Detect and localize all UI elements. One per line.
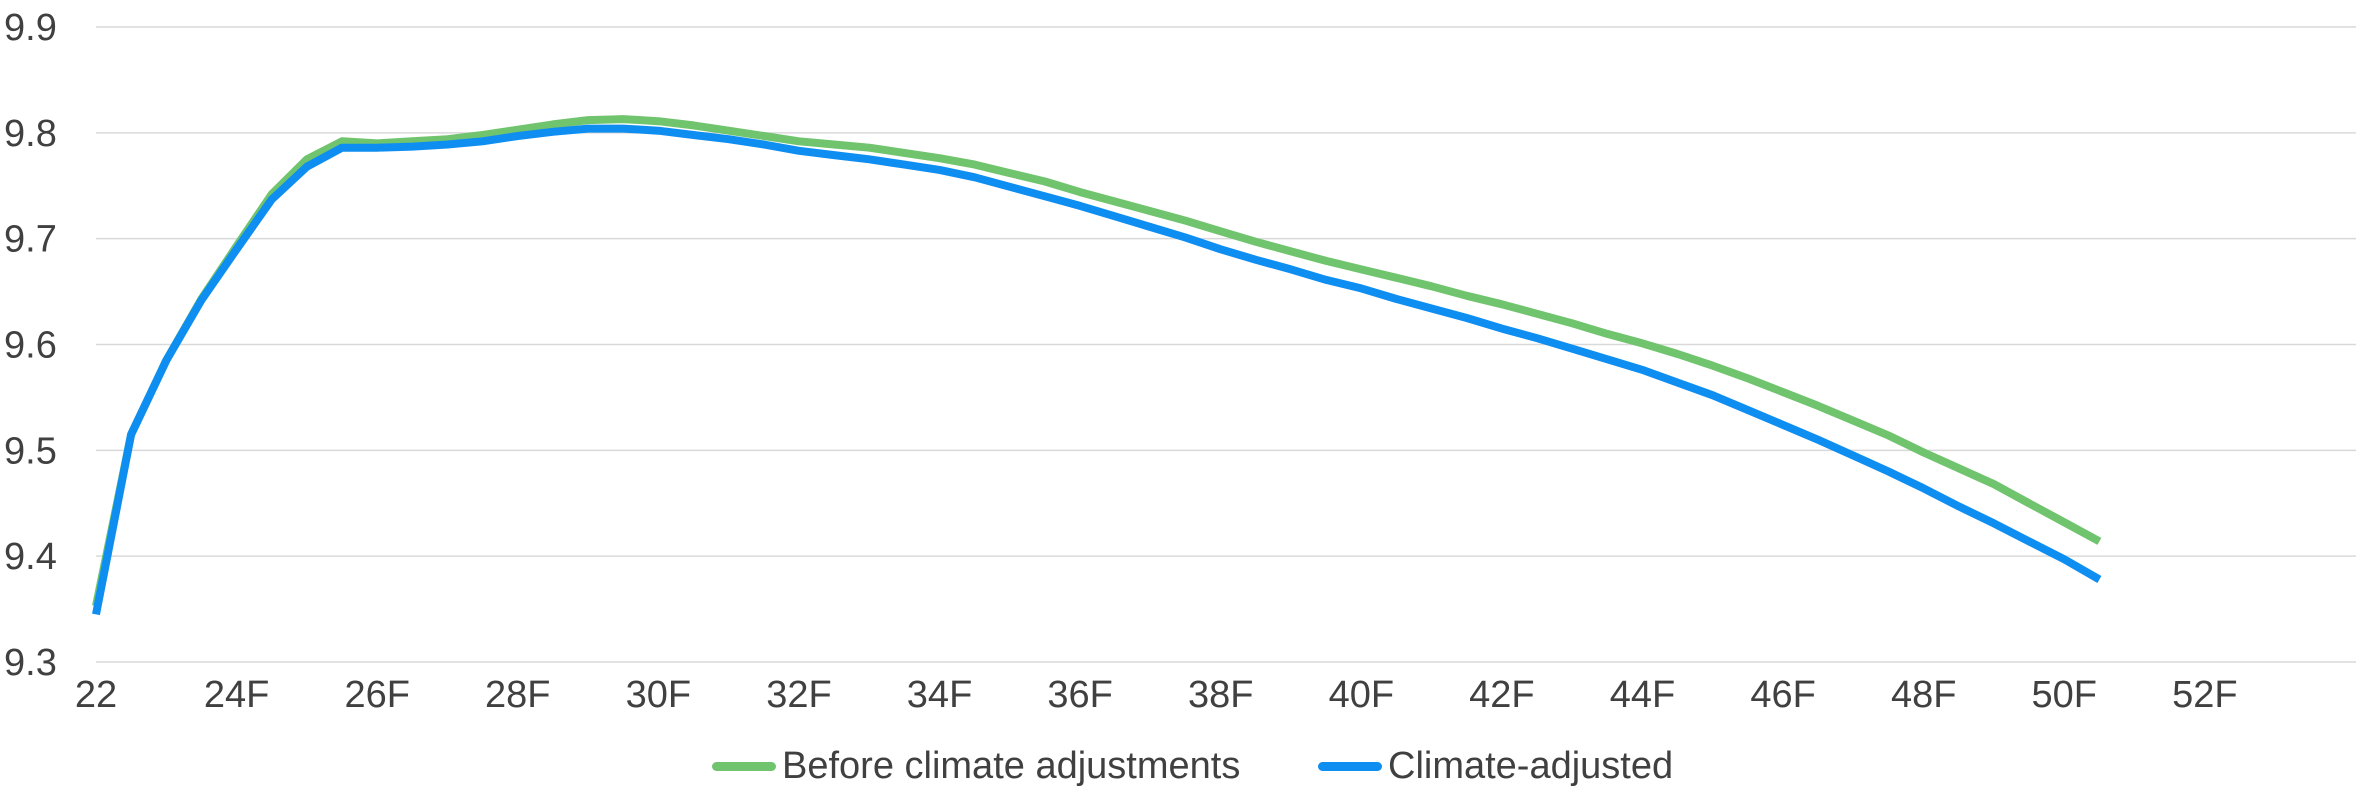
legend: Before climate adjustments Climate-adjus… [0,742,2356,790]
x-tick-label-22: 22 [75,674,117,716]
legend-label-climate-adjusted: Climate-adjusted [1388,744,1674,787]
x-tick-label-26F: 26F [344,674,409,716]
legend-item-before-climate-adjustments: Before climate adjustments [712,742,1240,790]
y-tick-label-9.6: 9.6 [4,325,57,367]
x-tick-label-28F: 28F [485,674,550,716]
series-lines [92,115,2102,616]
x-tick-label-36F: 36F [1047,674,1112,716]
series-line-before-climate-adjustments [92,115,2102,607]
legend-swatch-before-climate-adjustments [712,761,776,771]
x-tick-label-24F: 24F [204,674,269,716]
gridlines [96,26,2356,557]
x-tick-label-48F: 48F [1891,674,1956,716]
x-tick-label-32F: 32F [766,674,831,716]
legend-label-before-climate-adjustments: Before climate adjustments [782,744,1241,787]
x-tick-label-30F: 30F [626,674,691,716]
legend-swatch-climate-adjusted [1318,761,1382,771]
x-tick-label-44F: 44F [1610,674,1675,716]
x-tick-label-42F: 42F [1469,674,1534,716]
y-tick-label-9.7: 9.7 [4,219,57,261]
x-tick-label-40F: 40F [1329,674,1394,716]
x-tick-label-46F: 46F [1750,674,1815,716]
x-tick-label-52F: 52F [2172,674,2237,716]
y-tick-label-9.5: 9.5 [4,430,57,472]
x-tick-label-50F: 50F [2032,674,2097,716]
y-tick-label-9.9: 9.9 [4,7,57,49]
y-tick-label-9.8: 9.8 [4,113,57,155]
y-tick-label-9.3: 9.3 [4,642,57,684]
x-tick-label-38F: 38F [1188,674,1253,716]
series-line-climate-adjusted [92,124,2102,616]
y-tick-label-9.4: 9.4 [4,536,57,578]
legend-item-climate-adjusted: Climate-adjusted [1318,742,1673,790]
x-tick-label-34F: 34F [907,674,972,716]
y-axis-tick-labels: 9.3 9.4 9.5 9.6 9.7 9.8 9.9 [4,7,57,684]
x-axis-tick-labels: 22 24F 26F 28F 30F 32F 34F 36F 38F 40F 42F 44F 46F 48… [75,674,2238,716]
